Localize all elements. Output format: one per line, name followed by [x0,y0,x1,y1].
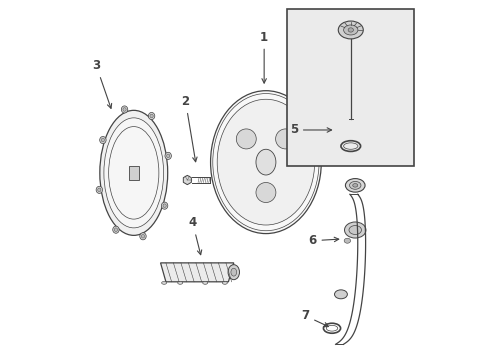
Ellipse shape [162,282,166,284]
Ellipse shape [164,152,171,159]
Ellipse shape [334,290,346,299]
Text: 4: 4 [188,216,202,255]
Ellipse shape [338,21,363,39]
Text: 1: 1 [260,31,267,83]
Ellipse shape [344,238,350,243]
Ellipse shape [140,233,146,240]
Ellipse shape [349,181,360,189]
Ellipse shape [96,186,102,193]
Ellipse shape [161,202,167,209]
Bar [128,166,139,180]
Ellipse shape [177,282,183,284]
Ellipse shape [148,112,155,120]
Ellipse shape [108,127,159,219]
Ellipse shape [275,129,295,149]
Ellipse shape [217,99,314,225]
Text: 7: 7 [301,309,328,327]
Ellipse shape [166,154,169,158]
Ellipse shape [230,268,236,276]
Ellipse shape [210,91,321,234]
Ellipse shape [227,265,239,280]
Ellipse shape [348,226,361,234]
Ellipse shape [255,149,275,175]
Ellipse shape [150,114,153,118]
Text: 3: 3 [92,59,111,108]
Ellipse shape [101,138,104,142]
Bar [287,9,413,166]
Polygon shape [183,175,191,185]
Ellipse shape [122,108,126,111]
Ellipse shape [255,183,275,203]
Ellipse shape [352,184,357,187]
Ellipse shape [347,28,353,32]
Ellipse shape [163,204,166,207]
Ellipse shape [343,25,357,35]
Ellipse shape [141,234,144,238]
Ellipse shape [121,106,127,113]
Polygon shape [160,263,233,282]
Ellipse shape [98,188,101,192]
Ellipse shape [114,228,117,231]
Text: 5: 5 [289,123,331,136]
Ellipse shape [100,136,106,144]
Ellipse shape [113,226,119,233]
Ellipse shape [345,179,365,192]
Ellipse shape [103,118,163,228]
Ellipse shape [203,282,207,284]
Ellipse shape [222,282,227,284]
Ellipse shape [344,222,365,238]
Text: 2: 2 [181,95,197,162]
Ellipse shape [100,111,167,235]
Text: 6: 6 [307,234,338,247]
Ellipse shape [236,129,256,149]
